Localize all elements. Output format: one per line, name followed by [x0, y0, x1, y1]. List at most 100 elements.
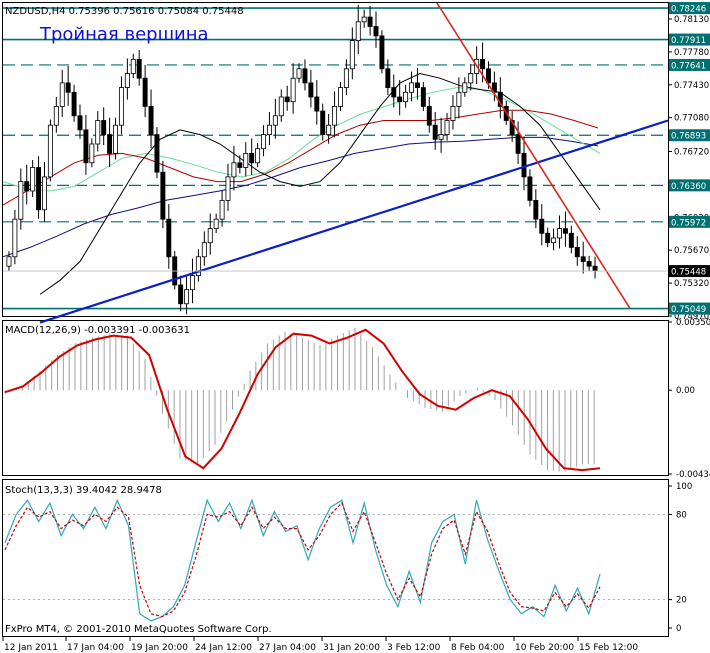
macd-panel-frame	[2, 320, 669, 476]
candle-body	[349, 40, 355, 70]
level-label: 0.75972	[671, 218, 706, 228]
price-tick-label: 0.78130	[674, 15, 709, 25]
price-panel-frame	[2, 2, 669, 317]
candle-body	[539, 218, 545, 234]
candle-body	[95, 120, 101, 145]
candle-body	[414, 82, 420, 88]
candle-body	[385, 68, 391, 88]
candle-body	[592, 265, 598, 272]
candle-body	[166, 218, 172, 258]
candle-body	[361, 16, 367, 23]
candle-body	[255, 148, 261, 164]
candle-body	[59, 82, 65, 107]
candle-body	[249, 152, 255, 164]
candle-body	[326, 124, 332, 135]
candle-body	[237, 162, 243, 168]
candle-body	[290, 77, 296, 103]
candle-body	[438, 134, 444, 140]
candle-body	[462, 82, 468, 93]
candle-body	[30, 167, 36, 192]
candle-body	[118, 87, 124, 126]
candle-body	[486, 68, 491, 84]
candle-body	[373, 26, 379, 37]
level-label: 0.77911	[671, 36, 706, 46]
sma-navy-line	[2, 136, 599, 258]
candle-body	[586, 261, 592, 267]
price-tick-label: 0.74970	[674, 312, 709, 322]
candle-body	[261, 134, 266, 150]
x-tick-label: 27 Jan 04:00	[259, 643, 316, 653]
candle-body	[113, 124, 118, 154]
candle-body	[65, 82, 71, 93]
level-label-box	[669, 302, 710, 315]
stoch-signal-line	[4, 501, 601, 618]
copyright-label: FxPro MT4, © 2001-2010 MetaQuotes Softwa…	[5, 624, 272, 635]
candle-body	[71, 91, 77, 117]
candle-body	[213, 218, 219, 229]
candle-body	[12, 218, 18, 258]
level-label-box	[669, 215, 710, 228]
candle-body	[450, 105, 456, 121]
x-tick-label: 3 Feb 12:00	[387, 643, 441, 653]
candle-body	[53, 105, 59, 126]
candle-body	[397, 96, 403, 103]
candle-body	[136, 58, 142, 79]
resistance-trendline	[436, 2, 631, 309]
macd-tick-label: 0.00	[676, 386, 695, 396]
level-label: 0.78246	[671, 5, 706, 15]
candle-body	[142, 77, 148, 107]
x-tick-label: 31 Jan 20:00	[323, 643, 380, 653]
candle-body	[468, 73, 474, 84]
x-tick-label: 17 Jan 04:00	[67, 643, 124, 653]
price-tick-label: 0.75320	[674, 279, 709, 289]
candle-body	[160, 171, 166, 220]
x-tick-label: 24 Jan 12:00	[195, 643, 252, 653]
candle-body	[444, 120, 450, 135]
stoch-tick-label: 100	[676, 482, 692, 492]
x-tick-label: 8 Feb 04:00	[451, 643, 505, 653]
candle-body	[367, 16, 373, 27]
candle-body	[491, 82, 497, 93]
stoch-tick-label: 20	[676, 596, 687, 606]
candle-body	[545, 232, 551, 244]
sma-black-line	[39, 72, 601, 295]
candle-body	[148, 105, 154, 135]
candle-body	[243, 152, 249, 168]
candle-body	[195, 256, 201, 276]
candle-body	[521, 152, 527, 178]
candle-body	[314, 96, 320, 112]
candle-body	[432, 124, 438, 140]
candle-body	[409, 82, 414, 93]
candle-body	[207, 228, 213, 244]
price-tick-label: 0.76720	[674, 148, 709, 158]
stoch-tick-label: 0	[676, 624, 681, 634]
candle-body	[480, 58, 486, 70]
candle-body	[320, 110, 326, 135]
price-tick-label: 0.77430	[674, 81, 709, 91]
candle-body	[83, 129, 89, 164]
level-label: 0.75049	[671, 305, 706, 315]
candle-body	[332, 105, 338, 126]
sma-red-line	[2, 109, 599, 206]
candle-body	[6, 256, 12, 267]
candle-body	[308, 82, 314, 98]
macd-tick-label: -0.004341	[676, 470, 710, 480]
level-label: 0.76893	[671, 132, 706, 142]
candle-body	[562, 228, 568, 234]
pattern-annotation: Тройная вершина	[39, 24, 209, 45]
candle-body	[107, 134, 113, 154]
candle-body	[219, 199, 225, 220]
candle-body	[231, 162, 237, 178]
x-tick-label: 12 Jan 2011	[4, 643, 58, 653]
candle-body	[201, 242, 207, 258]
candle-body	[338, 87, 343, 107]
level-label: 0.77641	[671, 61, 706, 71]
candle-body	[533, 199, 539, 220]
candle-body	[101, 120, 107, 135]
stoch-panel-frame	[2, 479, 669, 637]
candle-body	[515, 134, 521, 154]
candle-body	[89, 143, 95, 164]
candle-body	[272, 115, 278, 126]
candle-body	[24, 181, 30, 192]
candle-body	[527, 176, 533, 201]
